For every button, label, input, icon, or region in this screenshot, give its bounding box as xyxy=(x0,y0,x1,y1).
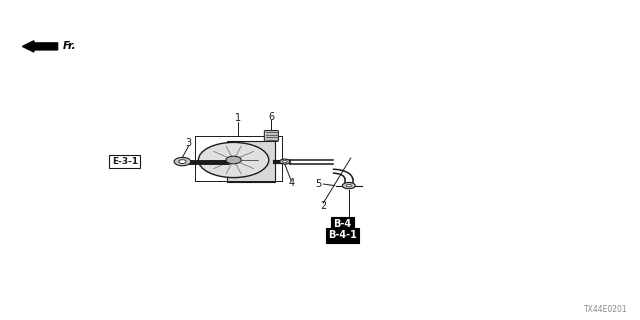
Text: E-3-1: E-3-1 xyxy=(112,157,138,166)
Text: 5: 5 xyxy=(315,179,321,189)
FancyBboxPatch shape xyxy=(264,131,278,141)
Circle shape xyxy=(346,184,351,187)
Text: B-4-1: B-4-1 xyxy=(328,230,357,240)
Text: 6: 6 xyxy=(268,112,275,122)
Bar xyxy=(227,141,275,182)
Text: 1: 1 xyxy=(236,113,241,124)
Text: 2: 2 xyxy=(320,201,326,212)
Circle shape xyxy=(342,182,355,189)
FancyArrow shape xyxy=(22,41,58,52)
Text: Fr.: Fr. xyxy=(63,41,76,51)
Text: B-4: B-4 xyxy=(333,219,351,229)
Text: 4: 4 xyxy=(288,178,294,188)
Circle shape xyxy=(198,142,269,178)
Circle shape xyxy=(174,157,191,166)
Circle shape xyxy=(280,159,290,164)
Circle shape xyxy=(226,156,241,164)
Text: TX44E0201: TX44E0201 xyxy=(584,305,627,314)
Circle shape xyxy=(179,160,186,164)
Circle shape xyxy=(282,160,287,163)
Text: 3: 3 xyxy=(186,138,192,148)
